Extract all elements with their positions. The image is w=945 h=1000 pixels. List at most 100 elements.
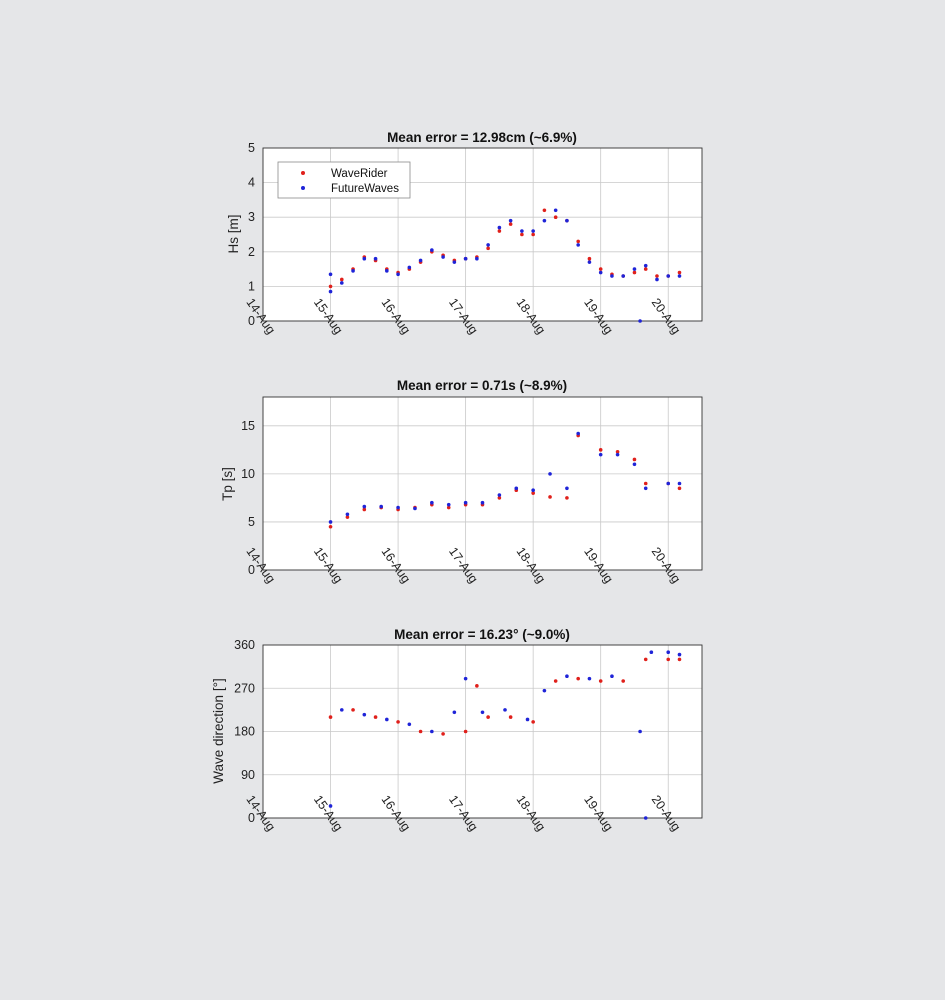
direction-point-waverider [643,657,648,662]
direction-point-waverider [531,720,535,724]
direction-point-waverider [418,729,423,734]
hs-point-futurewaves [576,243,580,247]
tp-ytick-label: 5 [248,515,255,529]
direction-point-waverider [486,715,490,719]
hs-ylabel: Hs [m] [226,215,241,254]
hs-point-futurewaves [508,218,513,223]
hs-point-futurewaves [328,272,333,277]
direction-point-futurewaves [503,708,507,712]
tp-point-futurewaves [643,486,648,491]
direction-point-waverider [396,720,400,724]
tp-point-futurewaves [328,520,333,524]
tp-point-futurewaves [345,512,350,517]
hs-point-futurewaves [587,260,592,264]
hs-point-futurewaves [407,265,412,270]
hs-ytick-label: 1 [248,279,255,293]
direction-point-futurewaves [362,712,367,717]
direction-point-futurewaves [430,729,434,734]
direction-point-futurewaves [452,710,457,715]
tp-point-waverider [345,515,350,519]
hs-point-futurewaves [486,243,490,247]
hs-ylabel-group: Hs [m] [226,215,241,254]
direction-point-futurewaves [542,688,547,693]
hs-point-futurewaves [452,260,457,264]
direction-point-futurewaves [480,710,485,715]
direction-point-waverider [463,729,468,734]
hs-point-futurewaves [339,281,344,285]
tp-point-waverider [497,496,502,500]
hs-point-futurewaves [475,256,479,261]
legend-label-waverider: WaveRider [331,168,388,180]
direction-point-waverider [598,679,603,683]
direction-ylabel: Wave direction [°] [211,678,226,783]
hs-point-futurewaves [598,270,603,275]
tp-point-waverider [446,505,451,510]
tp-title: Mean error = 0.71s (~8.9%) [397,378,567,393]
tp-point-waverider [548,495,552,499]
direction-point-futurewaves [525,717,530,722]
direction-point-waverider [328,715,333,719]
hs-ytick-label: 4 [248,176,255,190]
direction-point-futurewaves [649,650,654,655]
hs-point-futurewaves [351,269,355,273]
direction-ylabel-group: Wave direction [°] [211,678,226,783]
hs-point-futurewaves [497,225,502,230]
direction-ytick-label: 90 [241,768,255,782]
direction-point-waverider [441,732,445,736]
tp-ytick-label: 15 [241,419,255,433]
hs-point-waverider [598,267,603,271]
hs-point-futurewaves [385,269,389,273]
direction-title: Mean error = 16.23° (~9.0%) [394,627,570,642]
hs-point-futurewaves [655,277,659,282]
hs-point-futurewaves [542,218,547,223]
hs-point-waverider [508,222,513,226]
direction-point-waverider [677,657,682,662]
direction-point-waverider [666,657,671,662]
tp-series-futurewaves [328,431,682,524]
tp-point-futurewaves [576,431,580,436]
tp-point-futurewaves [615,452,620,457]
direction-point-futurewaves [638,729,642,734]
tp-point-futurewaves [548,472,552,476]
hs-point-waverider [339,277,344,282]
hs-point-futurewaves [418,258,423,263]
tp-point-futurewaves [514,486,519,491]
direction-point-futurewaves [339,708,344,712]
direction-point-waverider [553,679,558,683]
direction-point-waverider [351,708,355,712]
tp-point-futurewaves [463,500,468,505]
direction-series-futurewaves [328,650,682,820]
hs-title: Mean error = 12.98cm (~6.9%) [387,130,577,145]
direction-point-waverider [576,676,580,681]
hs-point-waverider [576,239,580,244]
tp-point-futurewaves [446,502,451,507]
tp-point-waverider [531,491,535,495]
hs-point-futurewaves [632,267,637,271]
tp-ytick-label: 10 [241,467,255,481]
tp-point-waverider [362,507,367,512]
hs-point-waverider [542,208,547,213]
tp-point-waverider [615,449,620,454]
tp-point-waverider [565,496,569,500]
hs-point-futurewaves [396,272,400,277]
tp-ylabel-group: Tp [s] [220,467,235,501]
hs-point-futurewaves [328,289,333,294]
hs-point-waverider [643,267,648,271]
tp-point-waverider [643,481,648,486]
hs-point-waverider [328,284,333,289]
tp-point-futurewaves [531,488,535,493]
tp-point-futurewaves [413,506,417,511]
hs-legend: WaveRider FutureWaves [277,161,411,199]
hs-point-futurewaves [373,256,378,261]
direction-point-futurewaves [587,676,592,681]
tp-ylabel: Tp [s] [220,467,235,501]
direction-point-futurewaves [407,722,412,727]
hs-point-futurewaves [666,274,671,278]
direction-point-waverider [621,679,626,683]
tp-ytick-label: 0 [248,563,255,577]
hs-point-waverider [486,246,490,251]
hs-axes-frame [262,147,703,322]
tp-point-futurewaves [666,481,671,486]
hs-point-futurewaves [553,208,558,213]
tp-point-futurewaves [565,486,569,491]
